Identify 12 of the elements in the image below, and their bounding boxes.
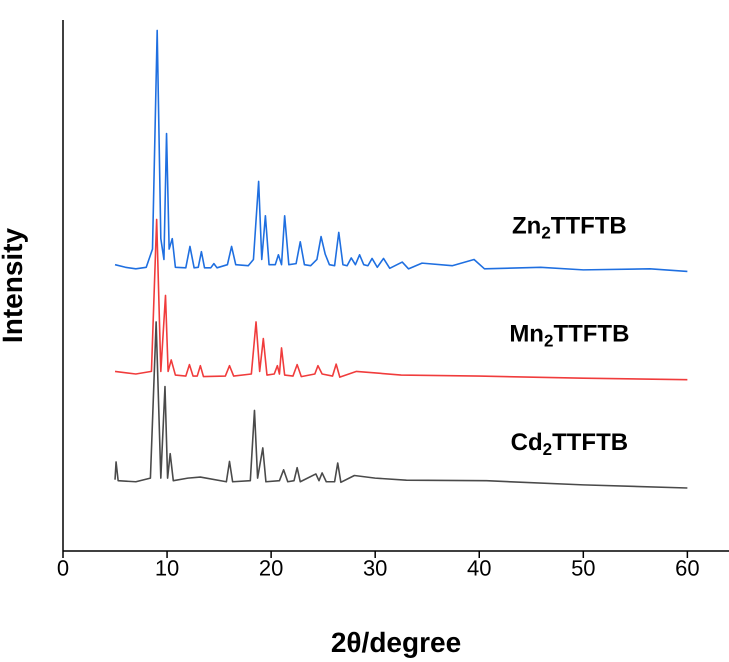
x-axis-title: 2θ/degree	[330, 627, 462, 658]
x-tick-label: 50	[571, 556, 596, 581]
series-label: Cd$_{2}$TTFTB	[510, 429, 628, 460]
x-tick-label: 40	[467, 556, 492, 581]
series-label: Mn$_{2}$TTFTB	[509, 320, 630, 351]
x-tick-label: 10	[154, 556, 180, 581]
x-tick-label: 60	[675, 556, 700, 581]
series-label: Zn$_{2}$TTFTB	[512, 212, 627, 243]
x-tick-label: 20	[258, 556, 284, 581]
x-tick-label: 30	[362, 556, 388, 581]
y-axis-title: Intensity	[0, 228, 28, 344]
x-tick-label: 0	[56, 556, 70, 581]
